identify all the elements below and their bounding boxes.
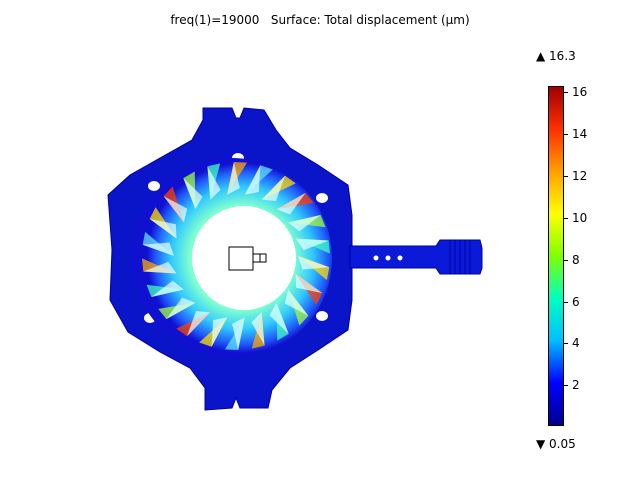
displacement-petal-highlight (276, 192, 306, 215)
displacement-petals (142, 162, 330, 350)
displacement-petal-highlight (261, 175, 286, 201)
legend-max-label: ▲ 16.3 (536, 49, 576, 63)
legend-tick-label: 8 (572, 252, 580, 267)
legend-tick-label: 10 (572, 210, 588, 225)
legend-tick-mark (564, 217, 568, 219)
horn-thread (449, 240, 471, 274)
displacement-petal-highlight (295, 238, 329, 251)
legend-tick-mark (564, 259, 568, 261)
color-legend-bar (548, 86, 564, 426)
legend-tick-label: 2 (572, 378, 580, 393)
displacement-petal-highlight (163, 196, 188, 223)
displacement-petal-highlight (284, 289, 309, 316)
displacement-petal-highlight (244, 165, 261, 195)
legend-tick-label: 14 (572, 127, 588, 142)
legend-min-label: ▼ 0.05 (536, 437, 576, 451)
legend-tick-label: 4 (572, 336, 580, 351)
displacement-petal-highlight (166, 297, 196, 320)
displacement-petal-highlight (143, 261, 177, 274)
legend-tick-mark (564, 301, 568, 303)
displacement-petal-highlight (151, 280, 184, 297)
horn-stem (349, 239, 483, 275)
displacement-petal-highlight (183, 178, 203, 210)
displacement-petal-highlight (288, 215, 321, 232)
legend-tick-label: 16 (572, 85, 588, 100)
displacement-petal-highlight (298, 256, 330, 270)
legend-tick-mark (564, 92, 568, 94)
displacement-petal-highlight (142, 242, 174, 256)
displacement-petal-highlight (186, 311, 211, 337)
displacement-petal-highlight (295, 273, 323, 294)
legend-tick-mark (564, 385, 568, 387)
legend-tick-mark (564, 134, 568, 136)
displacement-petal-highlight (251, 312, 265, 346)
plot-title: freq(1)=19000 Surface: Total displacemen… (170, 13, 470, 27)
legend-tick-mark (564, 175, 568, 177)
stem-holes (373, 255, 403, 261)
displacement-petal-highlight (211, 317, 228, 347)
legend-tick-label: 6 (572, 294, 580, 309)
displacement-petal-highlight (232, 317, 245, 350)
legend-tick-mark (564, 343, 568, 345)
displacement-petal-highlight (149, 218, 177, 239)
displacement-petal-highlight (269, 302, 289, 334)
transducer-body (228, 246, 254, 271)
displacement-petal-highlight (207, 166, 221, 200)
displacement-petal-highlight (227, 162, 240, 195)
legend-tick-label: 12 (572, 168, 588, 183)
